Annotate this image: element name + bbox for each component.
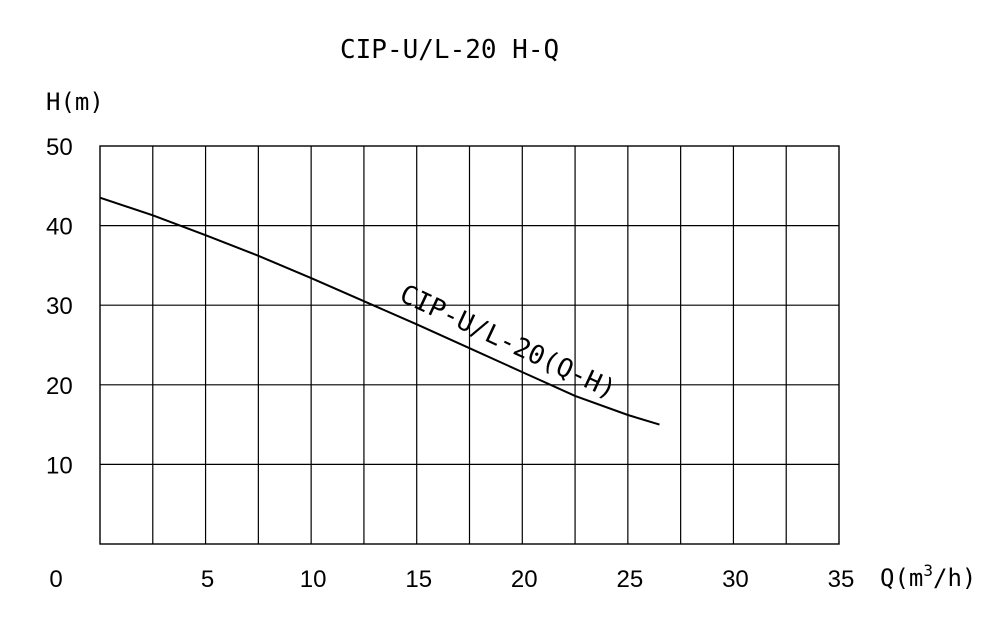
x-tick-label: 10 <box>300 566 327 593</box>
y-tick-label: 30 <box>46 293 73 320</box>
x-axis-title: Q(m3/h) <box>880 561 976 592</box>
x-tick-label: 15 <box>405 566 432 593</box>
x-tick-label: 0 <box>49 566 62 593</box>
grid <box>100 146 839 544</box>
y-axis-title: H(m) <box>46 88 104 116</box>
x-tick-labels: 0 5 10 15 20 25 30 35 <box>49 566 854 593</box>
series-line-q-h <box>99 196 660 426</box>
chart-title: CIP-U/L-20 H-Q <box>340 35 559 65</box>
x-axis-title-tail: /h) <box>933 564 976 592</box>
x-tick-label: 5 <box>201 566 214 593</box>
y-tick-label: 50 <box>46 134 73 161</box>
series-label: CIP-U/L-20(Q-H) <box>395 279 620 405</box>
y-tick-label: 20 <box>46 373 73 400</box>
x-tick-label: 25 <box>617 566 644 593</box>
y-tick-label: 40 <box>46 214 73 241</box>
x-axis-title-sup: 3 <box>923 561 933 580</box>
x-tick-label: 35 <box>828 566 855 593</box>
x-tick-label: 20 <box>511 566 538 593</box>
plot-frame <box>99 145 840 545</box>
y-tick-label: 10 <box>46 452 73 479</box>
y-tick-labels: 10 20 30 40 50 <box>46 134 73 479</box>
x-tick-label: 30 <box>722 566 749 593</box>
x-axis-title-main: Q(m <box>880 564 923 592</box>
